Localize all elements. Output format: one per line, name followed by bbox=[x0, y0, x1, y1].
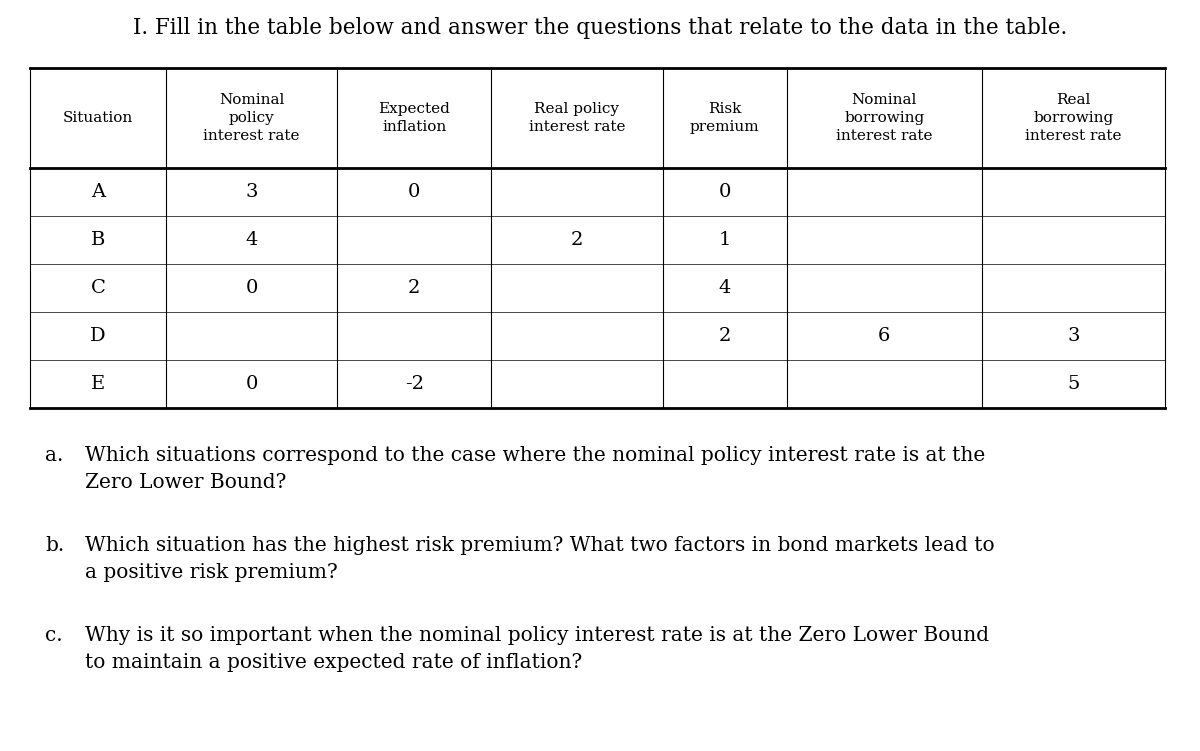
Text: a positive risk premium?: a positive risk premium? bbox=[85, 562, 337, 582]
Text: 3: 3 bbox=[246, 183, 258, 201]
Text: 0: 0 bbox=[408, 183, 420, 201]
Text: A: A bbox=[91, 183, 106, 201]
Text: Real
borrowing
interest rate: Real borrowing interest rate bbox=[1025, 93, 1122, 143]
Text: D: D bbox=[90, 327, 106, 345]
Text: Which situations correspond to the case where the nominal policy interest rate i: Which situations correspond to the case … bbox=[85, 446, 985, 465]
Text: Nominal
borrowing
interest rate: Nominal borrowing interest rate bbox=[836, 93, 932, 143]
Text: 0: 0 bbox=[719, 183, 731, 201]
Text: a.: a. bbox=[46, 446, 64, 465]
Text: Why is it so important when the nominal policy interest rate is at the Zero Lowe: Why is it so important when the nominal … bbox=[85, 626, 989, 645]
Text: 0: 0 bbox=[246, 279, 258, 297]
Text: 0: 0 bbox=[246, 375, 258, 393]
Text: Real policy
interest rate: Real policy interest rate bbox=[528, 102, 625, 134]
Text: -2: -2 bbox=[404, 375, 424, 393]
Text: Expected
inflation: Expected inflation bbox=[378, 102, 450, 134]
Text: Risk
premium: Risk premium bbox=[690, 102, 760, 134]
Text: b.: b. bbox=[46, 536, 65, 555]
Text: E: E bbox=[91, 375, 106, 393]
Text: 4: 4 bbox=[719, 279, 731, 297]
Text: 2: 2 bbox=[571, 231, 583, 249]
Text: I. Fill in the table below and answer the questions that relate to the data in t: I. Fill in the table below and answer th… bbox=[133, 17, 1067, 39]
Text: 5: 5 bbox=[1067, 375, 1080, 393]
Text: Zero Lower Bound?: Zero Lower Bound? bbox=[85, 473, 287, 492]
Text: C: C bbox=[90, 279, 106, 297]
Text: 2: 2 bbox=[408, 279, 420, 297]
Text: 3: 3 bbox=[1067, 327, 1080, 345]
Text: B: B bbox=[91, 231, 106, 249]
Text: 1: 1 bbox=[719, 231, 731, 249]
Text: 6: 6 bbox=[878, 327, 890, 345]
Text: Which situation has the highest risk premium? What two factors in bond markets l: Which situation has the highest risk pre… bbox=[85, 536, 995, 555]
Text: c.: c. bbox=[46, 626, 62, 645]
Text: Nominal
policy
interest rate: Nominal policy interest rate bbox=[204, 93, 300, 143]
Text: Situation: Situation bbox=[62, 111, 133, 125]
Text: to maintain a positive expected rate of inflation?: to maintain a positive expected rate of … bbox=[85, 653, 582, 672]
Text: 2: 2 bbox=[719, 327, 731, 345]
Text: 4: 4 bbox=[246, 231, 258, 249]
